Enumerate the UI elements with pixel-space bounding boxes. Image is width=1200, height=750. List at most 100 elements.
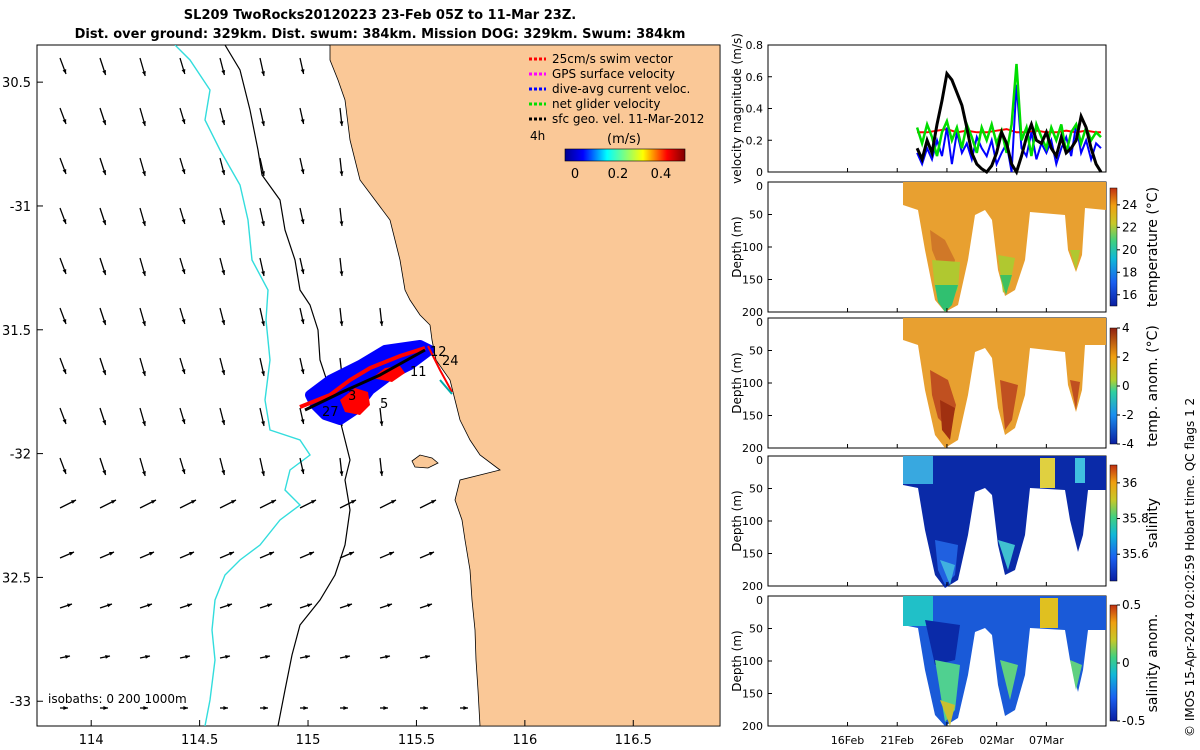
current-arrow xyxy=(99,603,113,609)
current-arrow xyxy=(179,257,186,275)
current-arrow xyxy=(219,551,235,559)
temperature-panel: 0 50 100 150 200 Depth (m) 16 18 20 22 24 temperatu… xyxy=(730,180,1161,319)
current-arrow xyxy=(179,357,186,375)
current-arrow xyxy=(339,654,351,659)
depth-tick-label: 0 xyxy=(756,316,763,329)
colorbar-tick-label: 16 xyxy=(1122,288,1137,302)
current-arrow xyxy=(299,457,305,475)
colorbar-tick-label: 35.8 xyxy=(1122,512,1149,526)
depth-tick-label: 0 xyxy=(756,594,763,607)
colorbar-label: temperature (°C) xyxy=(1145,187,1161,307)
current-arrow xyxy=(219,57,226,76)
current-arrow xyxy=(59,357,67,375)
current-vector-field xyxy=(59,57,468,710)
current-arrow xyxy=(99,407,107,426)
current-arrow xyxy=(259,207,265,227)
land-area xyxy=(329,45,720,726)
current-arrow xyxy=(259,603,273,609)
current-arrow xyxy=(420,706,428,710)
current-arrow xyxy=(259,457,265,477)
time-tick-label: 21Feb xyxy=(880,734,913,747)
map-xtick-label: 114.5 xyxy=(181,733,218,748)
track-label: 3 xyxy=(348,389,356,404)
map-ytick-label: -33 xyxy=(10,695,31,710)
depth-tick-label: 50 xyxy=(749,209,763,222)
current-arrow xyxy=(379,407,384,427)
current-arrow xyxy=(339,157,344,177)
current-arrow xyxy=(299,654,311,659)
current-arrow xyxy=(139,57,146,77)
footer-credit: © IMOS 15-Apr-2024 02:02:59 Hobart time.… xyxy=(1183,397,1197,737)
current-arrow xyxy=(299,407,305,425)
current-arrow xyxy=(179,107,186,125)
current-arrow xyxy=(339,551,355,559)
colorbar-label: temp. anom. (°C) xyxy=(1145,325,1161,447)
map-xtick-label: 115.5 xyxy=(398,733,435,748)
legend-label: net glider velocity xyxy=(552,97,660,111)
current-arrow xyxy=(219,207,226,226)
current-arrow xyxy=(179,603,193,609)
current-arrow xyxy=(379,654,391,659)
map-xtick-label: 115 xyxy=(296,733,321,748)
current-arrow xyxy=(99,257,107,276)
current-arrow xyxy=(99,157,107,176)
colorbar-tick-label: 0.4 xyxy=(651,167,672,182)
map-ytick-label: -31 xyxy=(10,200,31,215)
colorbar-tick-label: 0 xyxy=(1122,379,1130,393)
current-arrow xyxy=(139,407,146,427)
current-arrow xyxy=(179,499,197,509)
current-arrow xyxy=(59,157,67,175)
colorbar-label: salinity xyxy=(1145,498,1161,548)
current-arrow xyxy=(99,457,107,476)
current-arrow xyxy=(379,307,384,327)
current-arrow xyxy=(339,457,344,477)
legend-label: GPS surface velocity xyxy=(552,67,675,81)
current-arrow xyxy=(299,307,305,325)
depth-tick-label: 150 xyxy=(742,548,763,561)
vel-ytick-label: 0.2 xyxy=(746,134,764,147)
current-arrow xyxy=(180,706,188,710)
current-arrow xyxy=(59,307,67,325)
track-label: 27 xyxy=(322,405,339,420)
current-arrow xyxy=(59,654,71,659)
current-arrow xyxy=(139,603,153,609)
current-arrow xyxy=(59,551,75,559)
current-arrow xyxy=(299,499,317,509)
current-arrow xyxy=(299,257,305,275)
depth-tick-label: 200 xyxy=(742,720,763,733)
current-arrow xyxy=(339,107,344,127)
colorbar-tick-label: 36 xyxy=(1122,476,1137,490)
current-arrow xyxy=(179,457,186,475)
current-arrow xyxy=(340,706,348,710)
current-arrow xyxy=(379,499,397,509)
depth-tick-label: 200 xyxy=(742,442,763,455)
current-arrow xyxy=(179,551,195,559)
current-arrow xyxy=(379,603,393,609)
legend-label: dive-avg current veloc. xyxy=(552,82,690,96)
current-arrow xyxy=(380,706,388,710)
map-ytick-label: 32.5 xyxy=(2,571,31,586)
current-arrow xyxy=(219,357,226,376)
current-arrow xyxy=(299,603,313,609)
current-arrow xyxy=(259,157,265,177)
current-arrow xyxy=(299,357,305,375)
current-arrow xyxy=(259,307,265,327)
vel-ytick-label: 0 xyxy=(756,166,763,179)
depth-tick-label: 200 xyxy=(742,580,763,593)
current-arrow xyxy=(139,457,146,477)
vel-ytick-label: 0.4 xyxy=(746,103,764,116)
colorbar-tick-label: 2 xyxy=(1122,350,1130,364)
current-arrow xyxy=(99,499,117,509)
vel-ytick-label: 0.6 xyxy=(746,71,764,84)
current-arrow xyxy=(59,207,67,225)
current-arrow xyxy=(139,207,146,227)
rottnest-island xyxy=(411,454,439,469)
figure-title-line1: SL209 TwoRocks20120223 23-Feb 05Z to 11-… xyxy=(183,8,577,23)
current-arrow xyxy=(179,654,191,659)
track-label: 11 xyxy=(410,365,427,380)
colorbar-label: salinity anom. xyxy=(1145,614,1161,713)
current-arrow xyxy=(259,257,265,277)
depth-tick-label: 0 xyxy=(756,454,763,467)
